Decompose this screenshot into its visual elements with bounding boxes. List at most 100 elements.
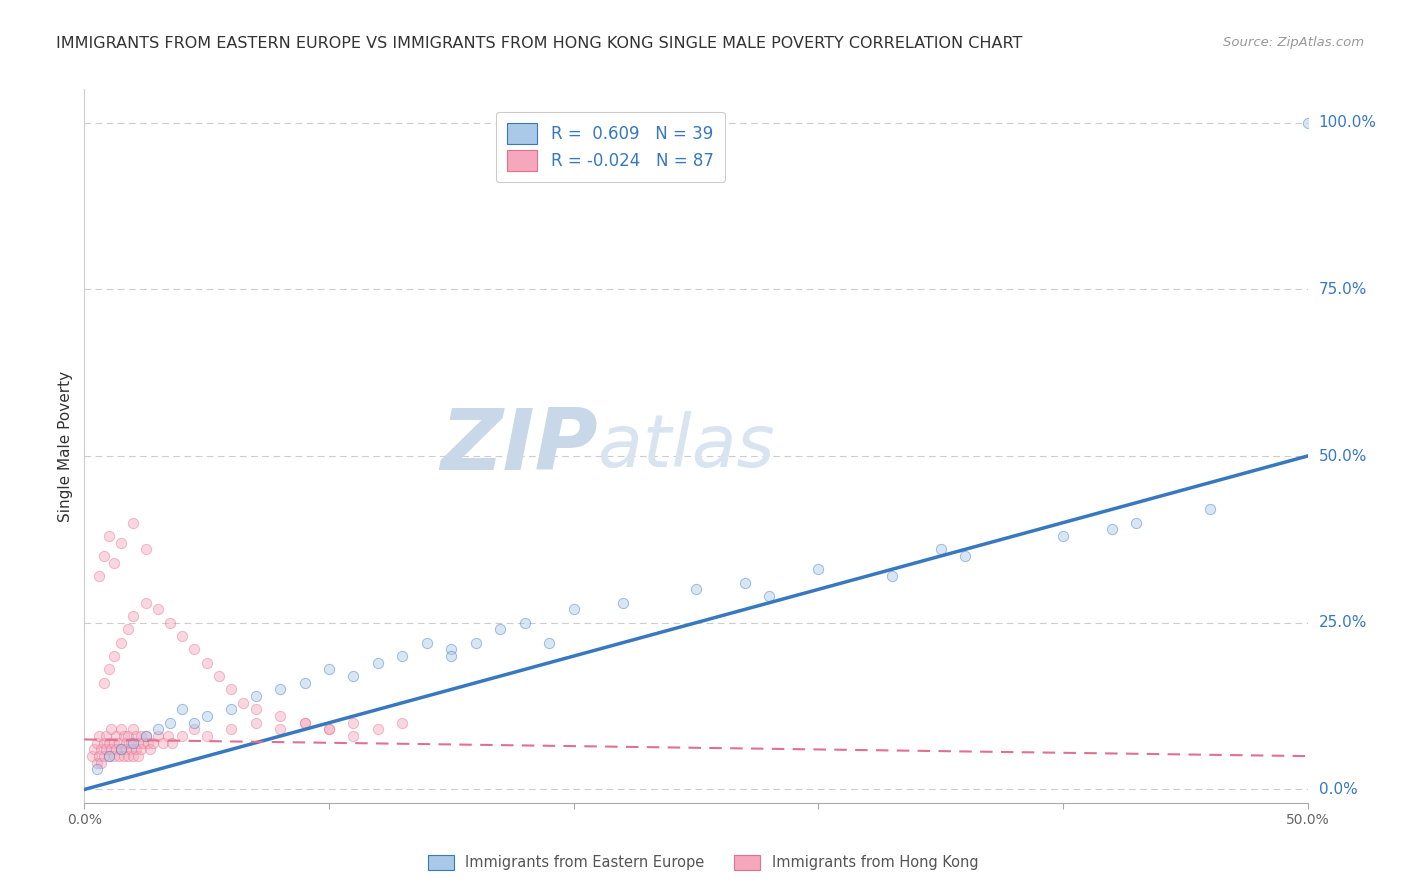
Point bbox=[97, 662, 120, 676]
Point bbox=[122, 736, 145, 750]
Point bbox=[146, 729, 169, 743]
Point bbox=[183, 642, 205, 657]
Point bbox=[219, 682, 242, 697]
Point bbox=[734, 575, 756, 590]
Point bbox=[318, 723, 340, 737]
Point bbox=[146, 602, 169, 616]
Point bbox=[110, 742, 132, 756]
Point bbox=[90, 742, 112, 756]
Point bbox=[129, 729, 152, 743]
Point bbox=[110, 535, 132, 549]
Point bbox=[103, 649, 125, 664]
Point bbox=[440, 649, 463, 664]
Y-axis label: Single Male Poverty: Single Male Poverty bbox=[58, 370, 73, 522]
Point bbox=[86, 736, 108, 750]
Point bbox=[110, 636, 132, 650]
Point bbox=[1052, 529, 1074, 543]
Point bbox=[93, 549, 115, 563]
Point bbox=[100, 742, 122, 756]
Point bbox=[115, 742, 138, 756]
Text: 75.0%: 75.0% bbox=[1319, 282, 1367, 297]
Point bbox=[112, 749, 135, 764]
Point bbox=[110, 742, 132, 756]
Point bbox=[152, 736, 174, 750]
Point bbox=[183, 715, 205, 730]
Point bbox=[245, 702, 267, 716]
Point bbox=[513, 615, 536, 630]
Point bbox=[97, 749, 120, 764]
Point bbox=[142, 736, 165, 750]
Point bbox=[93, 749, 115, 764]
Point bbox=[80, 749, 103, 764]
Point bbox=[416, 636, 439, 650]
Text: atlas: atlas bbox=[598, 410, 775, 482]
Point bbox=[1101, 522, 1123, 536]
Point bbox=[294, 715, 316, 730]
Point bbox=[120, 736, 142, 750]
Point bbox=[318, 662, 340, 676]
Point bbox=[110, 723, 132, 737]
Point bbox=[112, 729, 135, 743]
Point bbox=[115, 736, 138, 750]
Point bbox=[1125, 516, 1147, 530]
Point bbox=[391, 715, 413, 730]
Point bbox=[367, 656, 389, 670]
Point bbox=[117, 729, 139, 743]
Point bbox=[391, 649, 413, 664]
Point bbox=[489, 623, 512, 637]
Point bbox=[183, 723, 205, 737]
Point bbox=[122, 723, 145, 737]
Point bbox=[269, 709, 291, 723]
Point bbox=[127, 749, 149, 764]
Text: ZIP: ZIP bbox=[440, 404, 598, 488]
Point bbox=[103, 556, 125, 570]
Point bbox=[195, 656, 218, 670]
Point bbox=[107, 736, 129, 750]
Point bbox=[245, 689, 267, 703]
Text: IMMIGRANTS FROM EASTERN EUROPE VS IMMIGRANTS FROM HONG KONG SINGLE MALE POVERTY : IMMIGRANTS FROM EASTERN EUROPE VS IMMIGR… bbox=[56, 36, 1022, 51]
Point bbox=[87, 729, 110, 743]
Point bbox=[139, 742, 162, 756]
Point bbox=[117, 623, 139, 637]
Text: 0.0%: 0.0% bbox=[1319, 782, 1357, 797]
Point bbox=[86, 756, 108, 770]
Point bbox=[367, 723, 389, 737]
Point bbox=[538, 636, 561, 650]
Text: 25.0%: 25.0% bbox=[1319, 615, 1367, 631]
Point bbox=[195, 709, 218, 723]
Point bbox=[342, 669, 364, 683]
Point bbox=[125, 742, 148, 756]
Point bbox=[146, 723, 169, 737]
Point bbox=[159, 715, 181, 730]
Point bbox=[758, 589, 780, 603]
Point bbox=[219, 723, 242, 737]
Point bbox=[135, 729, 157, 743]
Point bbox=[93, 675, 115, 690]
Point bbox=[440, 642, 463, 657]
Point bbox=[612, 596, 634, 610]
Point bbox=[162, 736, 184, 750]
Text: 100.0%: 100.0% bbox=[1319, 115, 1376, 130]
Legend: Immigrants from Eastern Europe, Immigrants from Hong Kong: Immigrants from Eastern Europe, Immigran… bbox=[422, 848, 984, 876]
Text: 50.0%: 50.0% bbox=[1319, 449, 1367, 464]
Point bbox=[929, 542, 952, 557]
Point bbox=[294, 675, 316, 690]
Point bbox=[269, 723, 291, 737]
Point bbox=[135, 542, 157, 557]
Point bbox=[107, 749, 129, 764]
Point bbox=[93, 736, 115, 750]
Point bbox=[127, 736, 149, 750]
Point bbox=[97, 736, 120, 750]
Point bbox=[136, 736, 159, 750]
Point bbox=[172, 702, 194, 716]
Point bbox=[195, 729, 218, 743]
Point bbox=[562, 602, 585, 616]
Point bbox=[120, 742, 142, 756]
Point bbox=[342, 729, 364, 743]
Point bbox=[122, 749, 145, 764]
Point bbox=[87, 749, 110, 764]
Point bbox=[156, 729, 179, 743]
Point bbox=[342, 715, 364, 730]
Point bbox=[87, 569, 110, 583]
Point bbox=[96, 729, 118, 743]
